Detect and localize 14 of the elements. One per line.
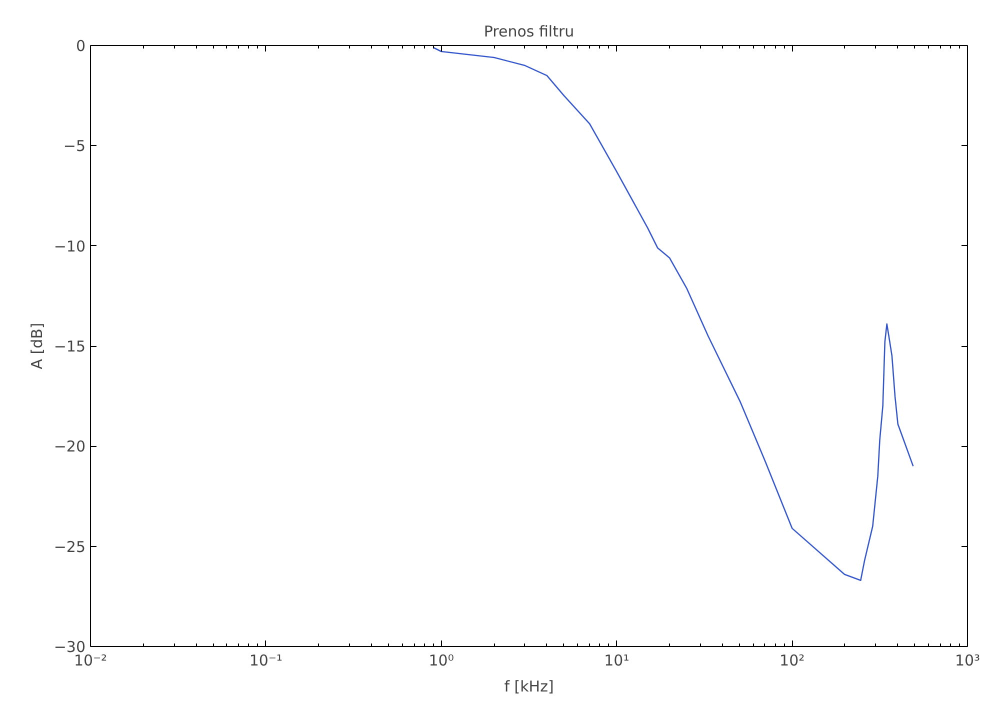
y-tick-label: −25: [54, 538, 86, 556]
x-tick-label: 10¹: [604, 652, 630, 670]
y-tick-label: 0: [76, 37, 86, 55]
y-tick-label: −10: [54, 237, 86, 256]
x-axis-title: f [kHz]: [504, 678, 554, 696]
y-tick-label: −20: [54, 438, 86, 456]
x-tick-label: 10⁰: [428, 652, 454, 670]
x-tick-label: 10³: [954, 652, 980, 670]
chart-title: Prenos filtru: [484, 22, 574, 40]
y-tick-label: −15: [54, 338, 86, 356]
x-tick-label: 10⁻¹: [249, 652, 282, 670]
x-tick-label: 10²: [780, 652, 805, 670]
y-axis-title: A [dB]: [28, 322, 46, 370]
y-tick-label: −5: [63, 137, 86, 156]
